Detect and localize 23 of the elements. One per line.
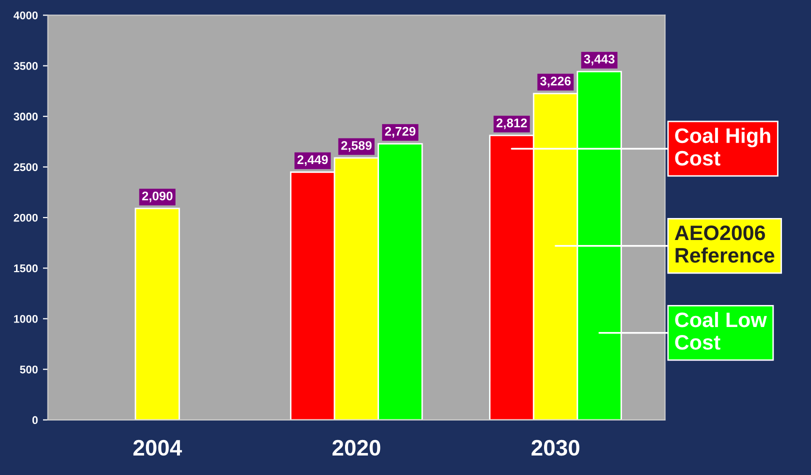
y-tick-label: 500: [20, 366, 38, 374]
legend-label: Coal Low Cost: [675, 312, 767, 350]
text: 2,589: [341, 141, 372, 152]
text: AEO2006 Reference: [674, 226, 774, 263]
y-tick-label: 1500: [14, 264, 38, 272]
text: Coal High Cost: [675, 128, 770, 166]
text: 2,812: [496, 118, 527, 130]
x-tick-label: 2030: [532, 440, 580, 456]
y-tick-label: 1000: [14, 314, 38, 323]
y-tick-label: 2000: [14, 214, 38, 222]
text: 2,729: [385, 126, 416, 138]
bar: [134, 208, 180, 420]
text: 3,443: [584, 54, 615, 66]
x-tick-label: 2004: [133, 440, 182, 456]
y-tick-label: 3000: [14, 112, 38, 121]
y-tick-label: 4000: [14, 11, 38, 20]
text: 3,226: [540, 76, 571, 88]
y-tick-label: 0: [32, 416, 38, 424]
text: 2,449: [297, 155, 328, 166]
x-tick-label: 2020: [332, 440, 380, 456]
y-tick-label: 2500: [14, 163, 38, 172]
y-tick-label: 3500: [14, 62, 38, 70]
text: 2,090: [142, 192, 172, 202]
